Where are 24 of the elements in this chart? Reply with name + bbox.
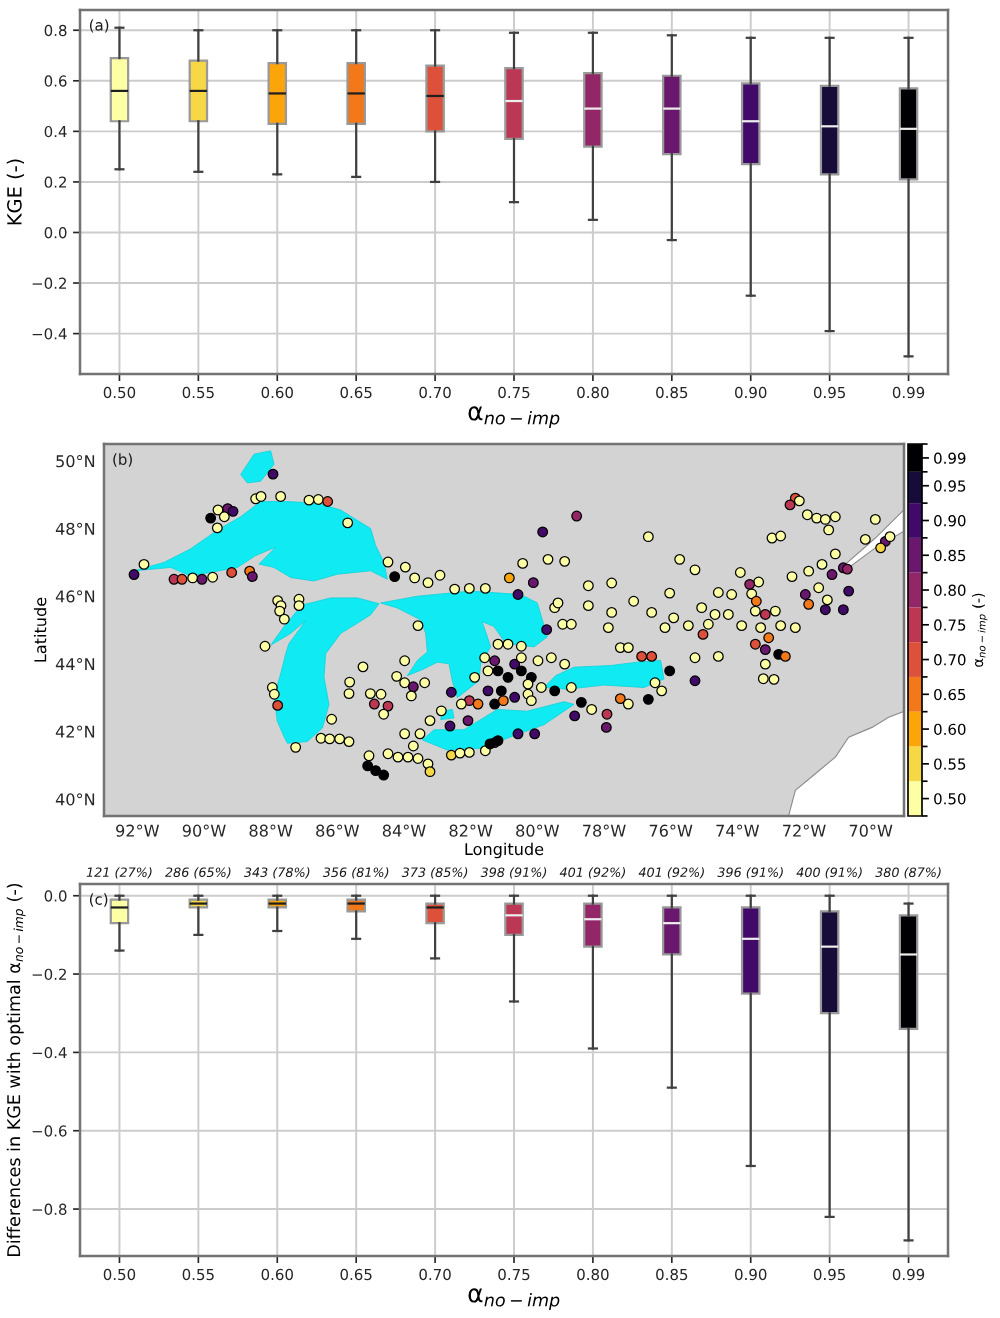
x-tick-label: 86°W: [316, 824, 360, 837]
x-tick-label: 92°W: [116, 824, 160, 837]
x-tick-label: 76°W: [649, 824, 693, 837]
x-tick-label: 88°W: [249, 824, 293, 837]
x-tick-label: 82°W: [449, 824, 493, 837]
y-tick-label: 50°N: [56, 455, 95, 468]
y-axis-title: Latitude: [33, 597, 47, 662]
y-tick-label: 46°N: [55, 590, 95, 603]
x-axis-title: α$_{no−imp}$: [468, 1288, 560, 1311]
x-tick-label: 90°W: [182, 824, 226, 837]
y-tick-label: 44°N: [55, 657, 95, 670]
y-axis-title: KGE (-): [6, 159, 25, 225]
x-axis-title: α$_{no−imp}$: [468, 406, 560, 429]
x-tick-label: 70°W: [849, 824, 893, 837]
x-tick-label: 84°W: [382, 824, 426, 837]
x-tick-label: 74°W: [716, 824, 760, 837]
y-axis-title: Differences in KGE with optimal α$_{no−imp}$ (-): [6, 883, 26, 1256]
y-tick-label: 42°N: [55, 725, 95, 738]
y-tick-label: 40°N: [55, 793, 95, 806]
y-tick-label: 48°N: [55, 522, 95, 535]
x-axis-title: Longitude: [465, 842, 544, 859]
x-tick-label: 78°W: [583, 824, 626, 837]
x-tick-label: 80°W: [516, 824, 560, 837]
x-tick-label: 72°W: [783, 824, 826, 837]
